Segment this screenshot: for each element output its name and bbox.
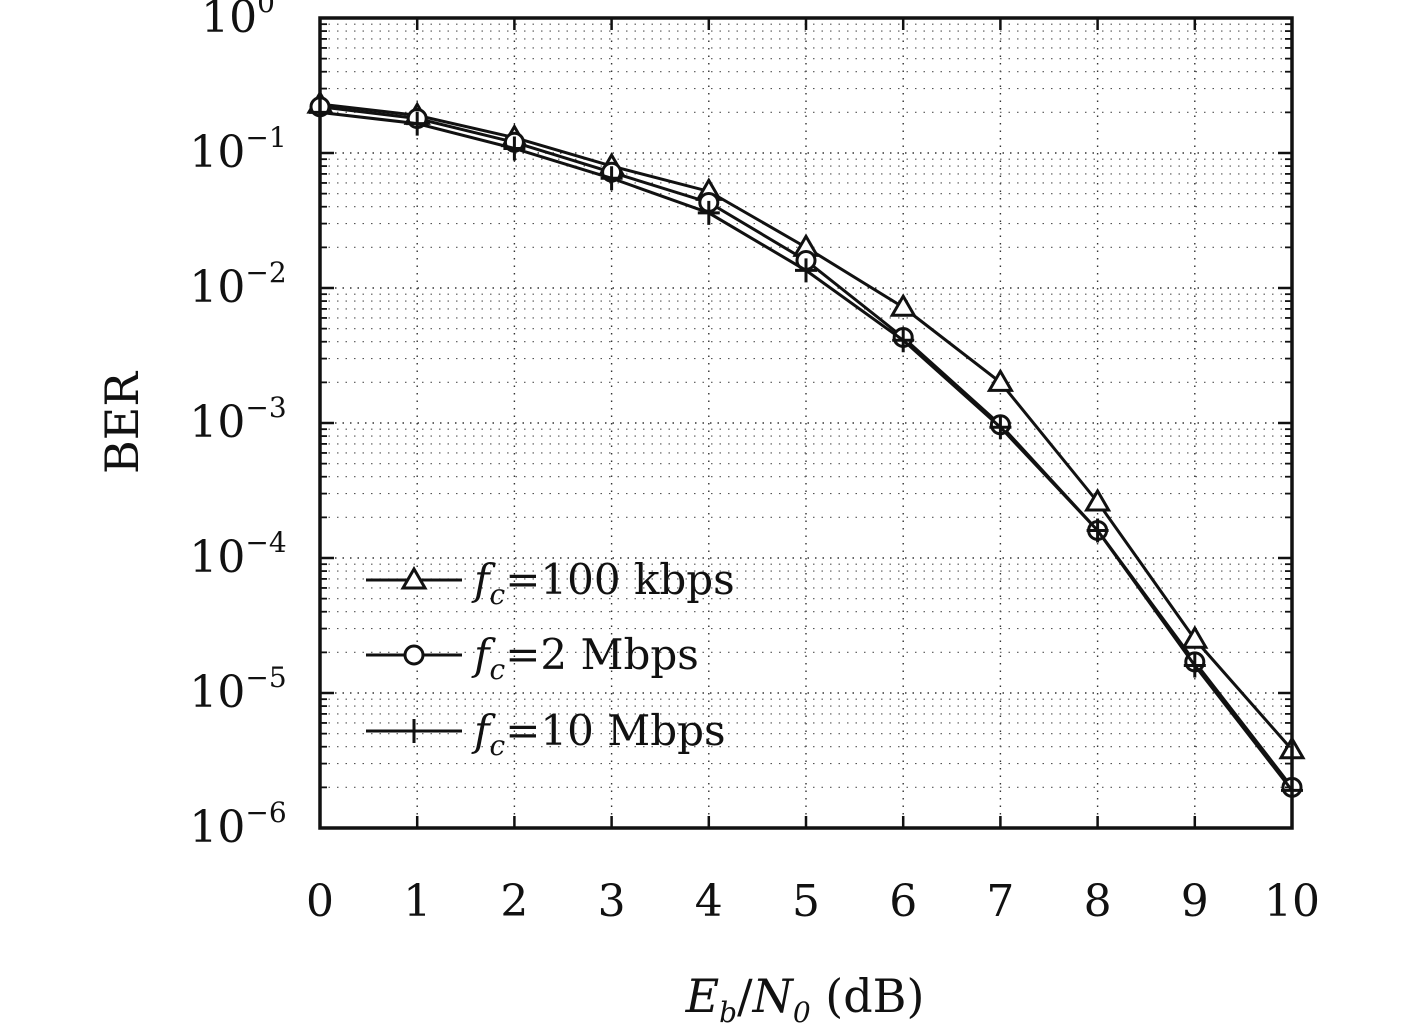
x-tick-label: 6: [889, 876, 917, 927]
x-tick-label: 5: [792, 876, 820, 927]
data-point: [600, 166, 623, 191]
data-point: [795, 258, 817, 283]
y-tick-label: 10−3: [189, 391, 286, 448]
y-tick-label: 10−1: [189, 121, 286, 178]
legend-item: fc=100 kbps: [366, 555, 735, 611]
x-tick-label: 8: [1084, 876, 1112, 927]
data-point: [1181, 625, 1209, 649]
legend-marker: [403, 719, 425, 743]
series-group: [306, 90, 1306, 803]
y-axis-title: BER: [95, 371, 149, 474]
data-point: [986, 368, 1015, 392]
data-point: [1183, 653, 1206, 678]
x-axis-title: Eb/N0 (dB): [685, 969, 925, 1029]
data-point: [697, 200, 720, 225]
y-tick-label: 10−4: [189, 526, 286, 583]
data-point: [889, 293, 917, 317]
legend-item: fc=2 Mbps: [366, 630, 699, 686]
y-tick-label: 100: [201, 0, 275, 43]
x-tick-label: 10: [1264, 876, 1320, 927]
data-point: [989, 415, 1012, 440]
y-tick-label: 10−2: [189, 256, 286, 313]
x-tick-labels: 0 1 2 3 4 5 6 7 8 9 10: [306, 876, 1320, 927]
series-triangle: [306, 90, 1306, 760]
tick-marks: [318, 16, 1294, 830]
x-tick-label: 2: [500, 876, 528, 927]
data-point: [406, 111, 429, 136]
x-tick-label: 9: [1181, 876, 1209, 927]
legend-label: fc=10 Mbps: [471, 706, 726, 762]
legend-marker: [400, 566, 428, 590]
data-point: [1086, 518, 1109, 543]
series-line: [319, 105, 1294, 789]
series-circle: [309, 96, 1303, 798]
x-tick-label: 7: [986, 876, 1014, 927]
legend-label: fc=2 Mbps: [471, 630, 699, 686]
data-point: [892, 328, 915, 353]
x-tick-label: 1: [403, 876, 431, 927]
data-point: [503, 136, 526, 161]
x-tick-label: 0: [306, 876, 334, 927]
y-tick-labels: 100 10−1 10−2 10−3 10−4 10−5 10−6: [189, 0, 286, 853]
x-tick-label: 3: [598, 876, 626, 927]
legend-label: fc=100 kbps: [471, 555, 735, 611]
grid: [320, 18, 1292, 828]
y-tick-label: 10−5: [189, 661, 286, 718]
legend-marker: [403, 644, 425, 666]
legend: fc=100 kbps fc=2 Mbps fc=10 Mbps: [366, 555, 735, 762]
x-tick-label: 4: [695, 876, 723, 927]
y-tick-label: 10−6: [189, 796, 286, 853]
data-point: [1083, 487, 1112, 512]
legend-item: fc=10 Mbps: [366, 706, 726, 762]
